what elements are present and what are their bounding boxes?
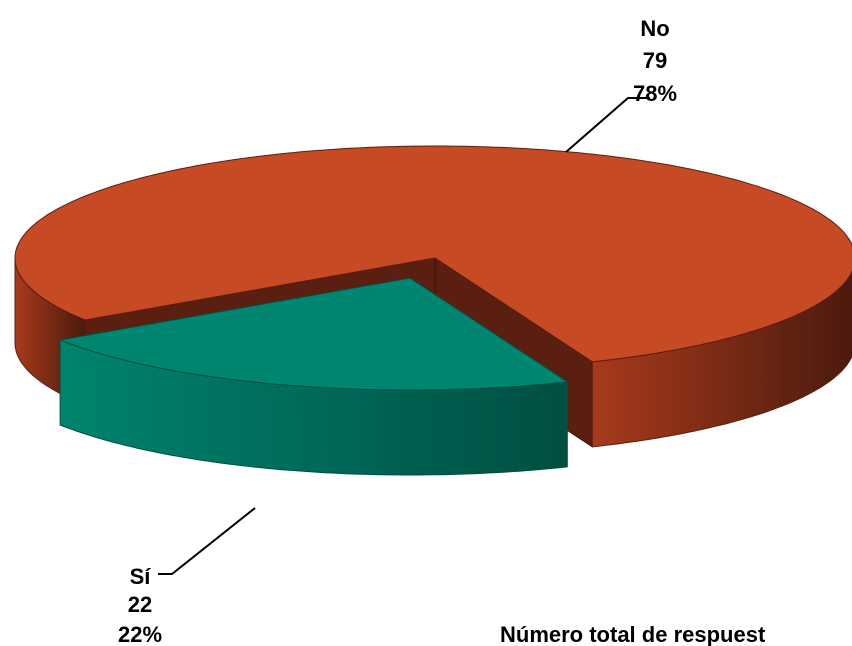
slice-label: Sí — [130, 564, 152, 589]
percent-label: 78% — [633, 81, 677, 106]
slice-top — [14, 145, 852, 363]
labels: No 79 78% Sí 22 22% Número total de respuest — [118, 16, 766, 646]
footer-title: Número total de respuest — [500, 622, 766, 646]
slice — [58, 277, 569, 476]
value-label: 79 — [643, 48, 667, 73]
pie — [14, 145, 852, 476]
slice-label: No — [640, 16, 669, 41]
percent-label: 22% — [118, 622, 162, 646]
leader-line — [158, 507, 256, 575]
value-label: 22 — [128, 592, 152, 617]
leader-line — [565, 97, 650, 153]
slice-top — [58, 277, 569, 391]
